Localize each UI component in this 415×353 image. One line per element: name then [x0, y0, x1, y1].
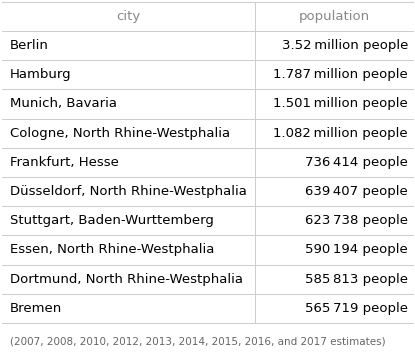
Text: Hamburg: Hamburg	[10, 68, 71, 81]
Text: city: city	[117, 10, 141, 23]
Text: 623 738 people: 623 738 people	[305, 214, 408, 227]
Text: (2007, 2008, 2010, 2012, 2013, 2014, 2015, 2016, and 2017 estimates): (2007, 2008, 2010, 2012, 2013, 2014, 201…	[10, 336, 385, 346]
Text: Bremen: Bremen	[10, 302, 62, 315]
Text: Essen, North Rhine-Westphalia: Essen, North Rhine-Westphalia	[10, 244, 214, 257]
Text: 585 813 people: 585 813 people	[305, 273, 408, 286]
Text: 590 194 people: 590 194 people	[305, 244, 408, 257]
Text: Dortmund, North Rhine-Westphalia: Dortmund, North Rhine-Westphalia	[10, 273, 242, 286]
Text: 1.787 million people: 1.787 million people	[273, 68, 408, 81]
Text: Munich, Bavaria: Munich, Bavaria	[10, 97, 117, 110]
Text: Cologne, North Rhine-Westphalia: Cologne, North Rhine-Westphalia	[10, 127, 229, 140]
Text: Stuttgart, Baden-Wurttemberg: Stuttgart, Baden-Wurttemberg	[10, 214, 213, 227]
Text: Frankfurt, Hesse: Frankfurt, Hesse	[10, 156, 118, 169]
Text: Berlin: Berlin	[10, 39, 49, 52]
Text: 736 414 people: 736 414 people	[305, 156, 408, 169]
Text: 3.52 million people: 3.52 million people	[281, 39, 408, 52]
Text: 639 407 people: 639 407 people	[305, 185, 408, 198]
Text: Düsseldorf, North Rhine-Westphalia: Düsseldorf, North Rhine-Westphalia	[10, 185, 247, 198]
Text: 1.082 million people: 1.082 million people	[273, 127, 408, 140]
Text: 565 719 people: 565 719 people	[305, 302, 408, 315]
Text: population: population	[298, 10, 370, 23]
Text: 1.501 million people: 1.501 million people	[273, 97, 408, 110]
